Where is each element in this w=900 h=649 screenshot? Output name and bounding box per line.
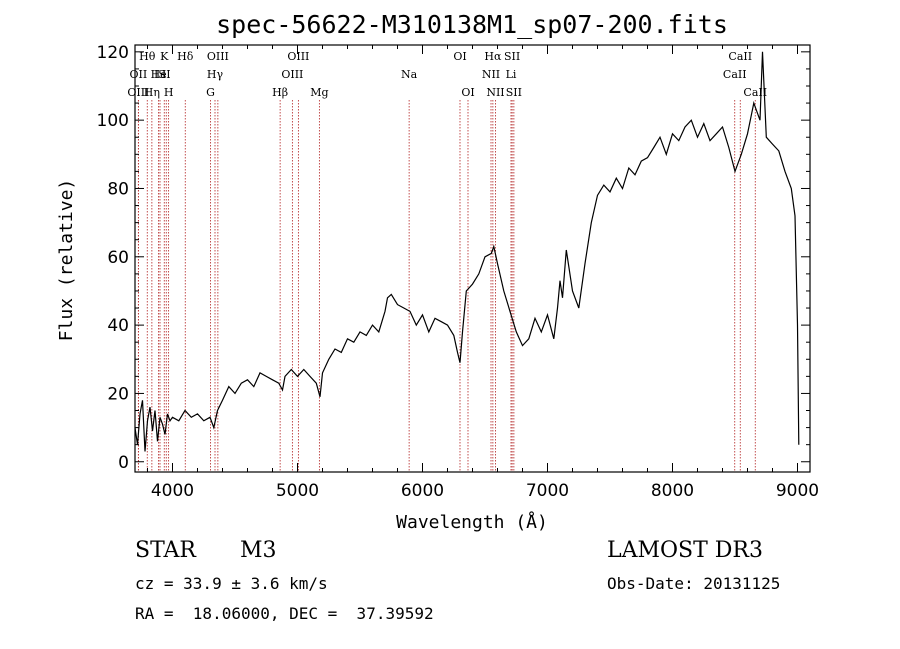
x-tick-label-9000: 9000 xyxy=(776,481,819,501)
x-tick-label-5000: 5000 xyxy=(276,481,319,501)
line-label-2: OIII xyxy=(127,86,149,99)
line-label-5: IS xyxy=(154,68,166,81)
line-label-13: OIII xyxy=(287,50,309,63)
line-label-6: II xyxy=(162,68,171,81)
coordinates: RA = 18.06000, DEC = 37.39592 xyxy=(135,604,434,623)
line-label-27: CaII xyxy=(723,68,747,81)
line-label-0: Hθ xyxy=(139,50,156,63)
y-tick-label-20: 20 xyxy=(107,384,129,404)
line-label-8: H xyxy=(164,86,174,99)
axis-ticks: 4000 5000 6000 7000 8000 9000 0 20 40 60 80 100 120 xyxy=(97,43,820,501)
line-label-23: Li xyxy=(506,68,517,81)
x-tick-label-8000: 8000 xyxy=(651,481,694,501)
subclass: M3 xyxy=(240,538,277,563)
plot-frame xyxy=(134,44,811,473)
spectral-line-markers xyxy=(137,100,756,472)
line-label-22: NII xyxy=(482,68,500,81)
x-tick-label-7000: 7000 xyxy=(526,481,569,501)
line-label-18: OI xyxy=(453,50,466,63)
x-axis-label: Wavelength (Å) xyxy=(396,511,548,533)
y-axis-label: Flux (relative) xyxy=(56,179,77,342)
line-label-19: OI xyxy=(461,86,474,99)
line-label-3: K xyxy=(160,50,169,63)
y-tick-label-80: 80 xyxy=(107,179,129,199)
line-label-4: He xyxy=(151,68,167,81)
line-label-14: OIII xyxy=(281,68,303,81)
line-label-26: CaII xyxy=(728,50,752,63)
y-tick-label-60: 60 xyxy=(107,248,129,268)
line-label-24: NII xyxy=(486,86,504,99)
y-tick-label-120: 120 xyxy=(97,43,129,63)
line-label-12: G xyxy=(206,86,215,99)
line-label-15: Hβ xyxy=(272,86,288,99)
line-label-21: SII xyxy=(504,50,520,63)
x-tick-label-6000: 6000 xyxy=(401,481,444,501)
spectrum-line xyxy=(134,51,800,452)
line-label-16: Mg xyxy=(310,86,328,99)
y-tick-label-100: 100 xyxy=(97,111,129,131)
line-label-9: Hδ xyxy=(177,50,194,63)
line-label-11: Hγ xyxy=(207,68,224,81)
y-tick-label-40: 40 xyxy=(107,316,129,336)
line-label-17: Na xyxy=(401,68,418,81)
line-label-20: Hα xyxy=(484,50,502,63)
line-label-25: SII xyxy=(506,86,522,99)
x-tick-label-4000: 4000 xyxy=(151,481,194,501)
obs-date: Obs-Date: 20131125 xyxy=(607,574,781,593)
line-label-10: OIII xyxy=(207,50,229,63)
object-class: STAR xyxy=(135,538,196,563)
line-label-1: OII xyxy=(130,68,148,81)
survey-name: LAMOST DR3 xyxy=(607,538,763,563)
chart-title: spec-56622-M310138M1_sp07-200.fits xyxy=(216,10,728,39)
line-label-7: Hη xyxy=(144,86,160,99)
redshift-info: cz = 33.9 ± 3.6 km/s xyxy=(135,574,328,593)
y-tick-label-0: 0 xyxy=(118,453,129,473)
